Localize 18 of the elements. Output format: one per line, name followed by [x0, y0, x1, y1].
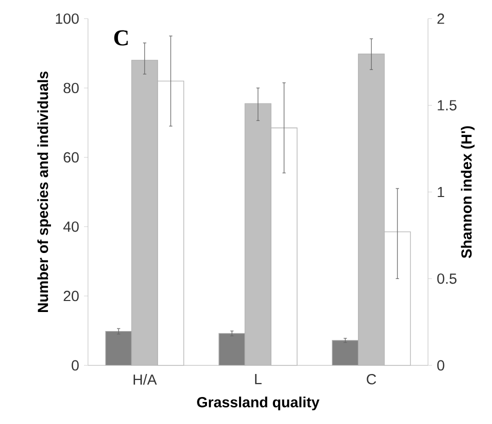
y2-tick-label: 0.5 [437, 273, 456, 284]
annotation: C [114, 30, 128, 46]
x-tick-label: H/A [134, 374, 157, 385]
y2-axis-title: Shannon index (H') [460, 126, 475, 258]
y2-tick-label: 0 [437, 360, 444, 371]
y2-tick-label: 1 [438, 186, 444, 198]
y-tick-label: 40 [63, 221, 79, 232]
y-tick-label: 20 [64, 290, 79, 302]
y2-tick-label: 1.5 [438, 100, 456, 110]
y-tick-label: 60 [64, 152, 79, 163]
x-tick-label: L [255, 374, 262, 384]
x-axis-title: Grassland quality [197, 396, 320, 410]
x-tick-label: C [366, 374, 376, 384]
y-tick-label: 100 [56, 13, 79, 24]
y2-tick-label: 2 [437, 14, 444, 24]
y-tick-label: 80 [64, 82, 79, 94]
y-axis-title: Number of species and individuals [37, 72, 51, 312]
y-tick-label: 0 [72, 360, 79, 371]
